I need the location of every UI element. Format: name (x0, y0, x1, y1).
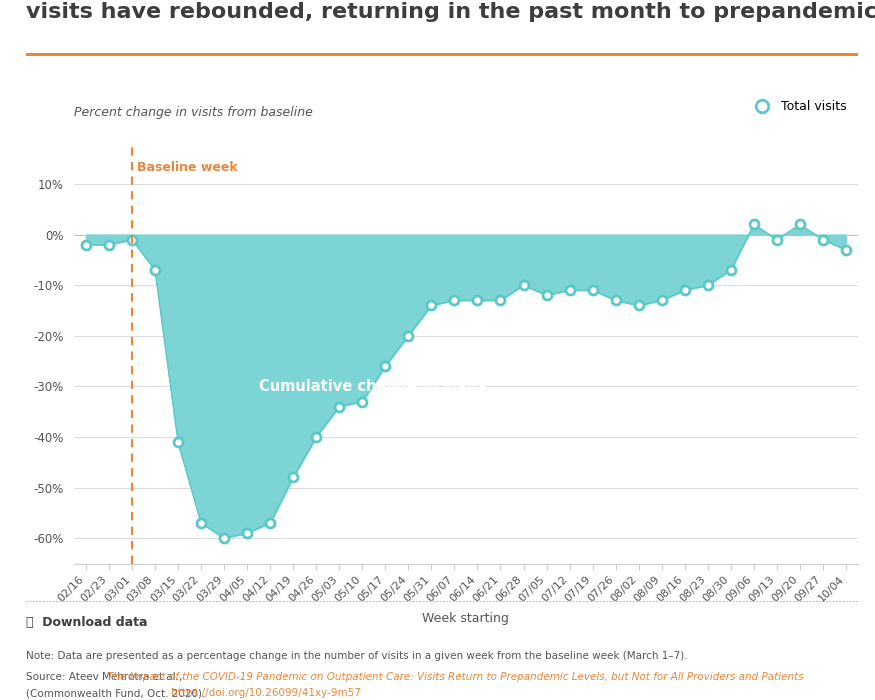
Text: visits have rebounded, returning in the past month to prepandemic levels.: visits have rebounded, returning in the … (26, 2, 875, 22)
Text: Cumulative change in visits: Cumulative change in visits (259, 379, 487, 394)
Text: (Commonwealth Fund, Oct. 2020).: (Commonwealth Fund, Oct. 2020). (26, 688, 209, 698)
Text: The Impact of the COVID-19 Pandemic on Outpatient Care: Visits Return to Prepand: The Impact of the COVID-19 Pandemic on O… (107, 672, 803, 682)
Text: Percent change in visits from baseline: Percent change in visits from baseline (74, 106, 313, 119)
X-axis label: Week starting: Week starting (423, 612, 509, 625)
Text: Source: Ateev Mehrotra et al.,: Source: Ateev Mehrotra et al., (26, 672, 186, 682)
Text: ⤓  Download data: ⤓ Download data (26, 616, 148, 629)
Legend: Total visits: Total visits (745, 95, 851, 118)
Text: https://doi.org/10.26099/41xy-9m57: https://doi.org/10.26099/41xy-9m57 (171, 688, 360, 698)
Text: Baseline week: Baseline week (136, 161, 237, 174)
Text: Note: Data are presented as a percentage change in the number of visits in a giv: Note: Data are presented as a percentage… (26, 651, 688, 661)
